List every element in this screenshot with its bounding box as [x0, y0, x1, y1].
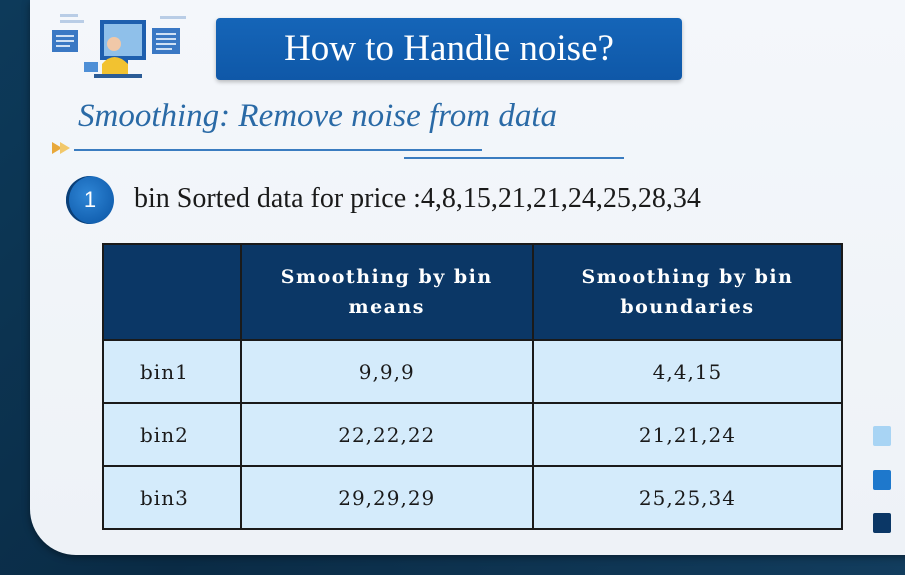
boundaries-cell: 4,4,15 — [531, 339, 844, 404]
subtitle: Smoothing: Remove noise from data — [78, 98, 558, 134]
bin-label: bin3 — [102, 465, 242, 530]
means-cell: 29,29,29 — [239, 465, 534, 530]
bin-label: bin1 — [102, 339, 242, 404]
point-text: bin Sorted data for price :4,8,15,21,21,… — [134, 183, 701, 214]
table-header-row: Smoothing by bin means Smoothing by bin … — [102, 243, 844, 341]
divider-line — [404, 157, 624, 159]
table-row: bin2 22,22,22 21,21,24 — [102, 402, 844, 467]
person-at-computer-illustration — [52, 14, 186, 78]
double-arrow-right-icon — [52, 142, 70, 154]
boundaries-cell: 25,25,34 — [531, 465, 844, 530]
table-row: bin1 9,9,9 4,4,15 — [102, 339, 844, 404]
smoothing-table: Smoothing by bin means Smoothing by bin … — [102, 243, 844, 530]
header-cell-means: Smoothing by bin means — [239, 243, 534, 341]
table-row: bin3 29,29,29 25,25,34 — [102, 465, 844, 530]
header-cell-boundaries: Smoothing by bin boundaries — [531, 243, 844, 341]
legend-square-dark — [873, 513, 891, 533]
header-cell-empty — [102, 243, 242, 341]
means-cell: 22,22,22 — [239, 402, 534, 467]
bin-label: bin2 — [102, 402, 242, 467]
legend-square-light — [873, 426, 891, 446]
divider-line — [74, 149, 482, 151]
page-title: How to Handle noise? — [216, 18, 682, 80]
legend-square-medium — [873, 470, 891, 490]
boundaries-cell: 21,21,24 — [531, 402, 844, 467]
means-cell: 9,9,9 — [239, 339, 534, 404]
point-number-badge: 1 — [66, 176, 114, 224]
